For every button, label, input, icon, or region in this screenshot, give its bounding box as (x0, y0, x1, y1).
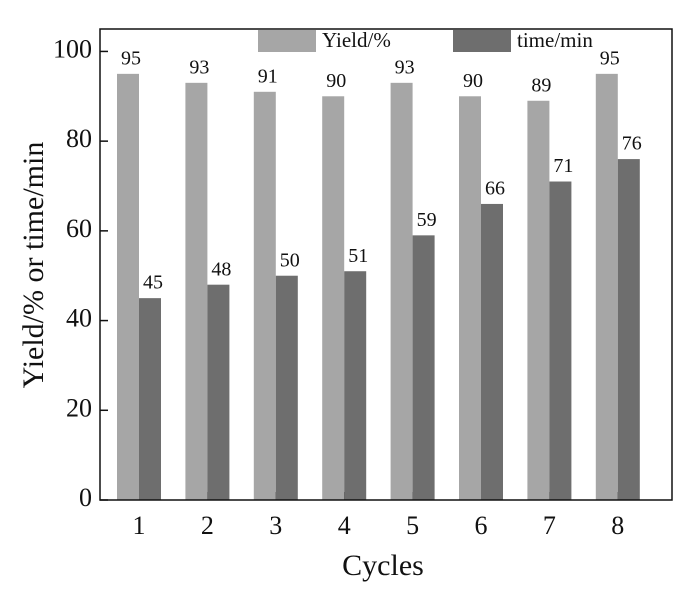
y-tick-label: 80 (66, 124, 92, 153)
bar (549, 181, 572, 500)
bar (481, 203, 503, 500)
data-label: 50 (280, 249, 300, 271)
data-label: 93 (395, 56, 415, 78)
x-tick-label: 1 (133, 511, 146, 540)
bar (459, 96, 481, 501)
data-label: 48 (211, 258, 231, 280)
bar (527, 100, 550, 501)
bar (139, 298, 161, 500)
bar (344, 271, 367, 500)
bar (412, 235, 435, 501)
data-label: 89 (531, 74, 551, 96)
bar (275, 275, 298, 500)
x-tick-label: 8 (611, 511, 624, 540)
data-label: 91 (258, 65, 278, 87)
x-tick-label: 2 (201, 511, 214, 540)
data-label: 95 (121, 47, 141, 69)
data-label: 45 (143, 272, 163, 294)
y-tick-label: 20 (66, 393, 92, 422)
y-tick-label: 60 (66, 214, 92, 243)
bar (185, 82, 208, 500)
data-label: 90 (326, 70, 346, 92)
bar (617, 159, 640, 501)
data-label: 51 (348, 245, 368, 267)
data-label: 71 (553, 155, 573, 177)
bar (595, 73, 618, 500)
bar (117, 73, 139, 500)
x-axis-title: Cycles (342, 549, 424, 582)
x-tick-label: 7 (543, 511, 556, 540)
legend-label: Yield/% (322, 28, 391, 52)
y-tick-label: 100 (53, 34, 92, 63)
legend-label: time/min (517, 28, 593, 52)
bar (390, 82, 413, 500)
data-label: 66 (485, 178, 505, 200)
y-axis-title: Yield/% or time/min (17, 142, 50, 389)
data-label: 76 (622, 133, 642, 155)
bar (253, 91, 276, 501)
bar (322, 96, 345, 501)
data-label: 90 (463, 70, 483, 92)
x-tick-label: 5 (406, 511, 419, 540)
legend-swatch (453, 30, 511, 52)
y-tick-label: 0 (79, 483, 92, 512)
data-label: 95 (600, 47, 620, 69)
bar (207, 284, 230, 500)
legend-swatch (258, 30, 316, 52)
y-tick-label: 40 (66, 304, 92, 333)
data-label: 93 (189, 56, 209, 78)
x-tick-label: 3 (269, 511, 282, 540)
x-tick-label: 6 (475, 511, 488, 540)
x-tick-label: 4 (338, 511, 351, 540)
plot-frame (99, 28, 673, 501)
data-label: 59 (417, 209, 437, 231)
